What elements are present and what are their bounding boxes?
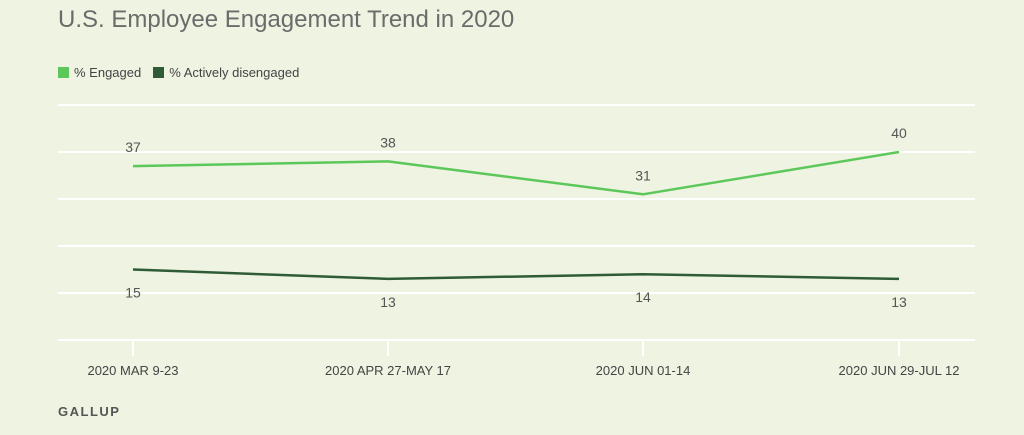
chart-title: U.S. Employee Engagement Trend in 2020 bbox=[58, 6, 515, 33]
legend-label-disengaged: % Actively disengaged bbox=[169, 65, 300, 80]
legend: % Engaged % Actively disengaged bbox=[58, 65, 299, 80]
legend-label-engaged: % Engaged bbox=[74, 65, 142, 80]
legend-swatch-disengaged bbox=[153, 67, 165, 78]
legend-item-engaged: % Engaged bbox=[58, 65, 141, 80]
data-label-disengaged: 13 bbox=[380, 294, 396, 310]
legend-swatch-engaged bbox=[58, 67, 69, 78]
data-label-engaged: 37 bbox=[125, 139, 141, 155]
data-label-engaged: 31 bbox=[635, 167, 651, 183]
source-label: GALLUP bbox=[58, 404, 121, 419]
x-tick-label: 2020 JUN 01-14 bbox=[596, 363, 691, 378]
x-tick-label: 2020 MAR 9-23 bbox=[87, 363, 178, 378]
legend-item-disengaged: % Actively disengaged bbox=[153, 65, 299, 80]
data-label-disengaged: 13 bbox=[891, 294, 907, 310]
x-tick-label: 2020 JUN 29-JUL 12 bbox=[839, 363, 960, 378]
series-line-disengaged bbox=[132, 268, 900, 281]
series-line-engaged bbox=[132, 150, 900, 196]
data-label-disengaged: 15 bbox=[125, 285, 141, 301]
x-tick-label: 2020 APR 27-MAY 17 bbox=[325, 363, 451, 378]
data-label-engaged: 40 bbox=[891, 125, 907, 141]
data-label-engaged: 38 bbox=[380, 134, 396, 150]
data-label-disengaged: 14 bbox=[635, 289, 651, 305]
